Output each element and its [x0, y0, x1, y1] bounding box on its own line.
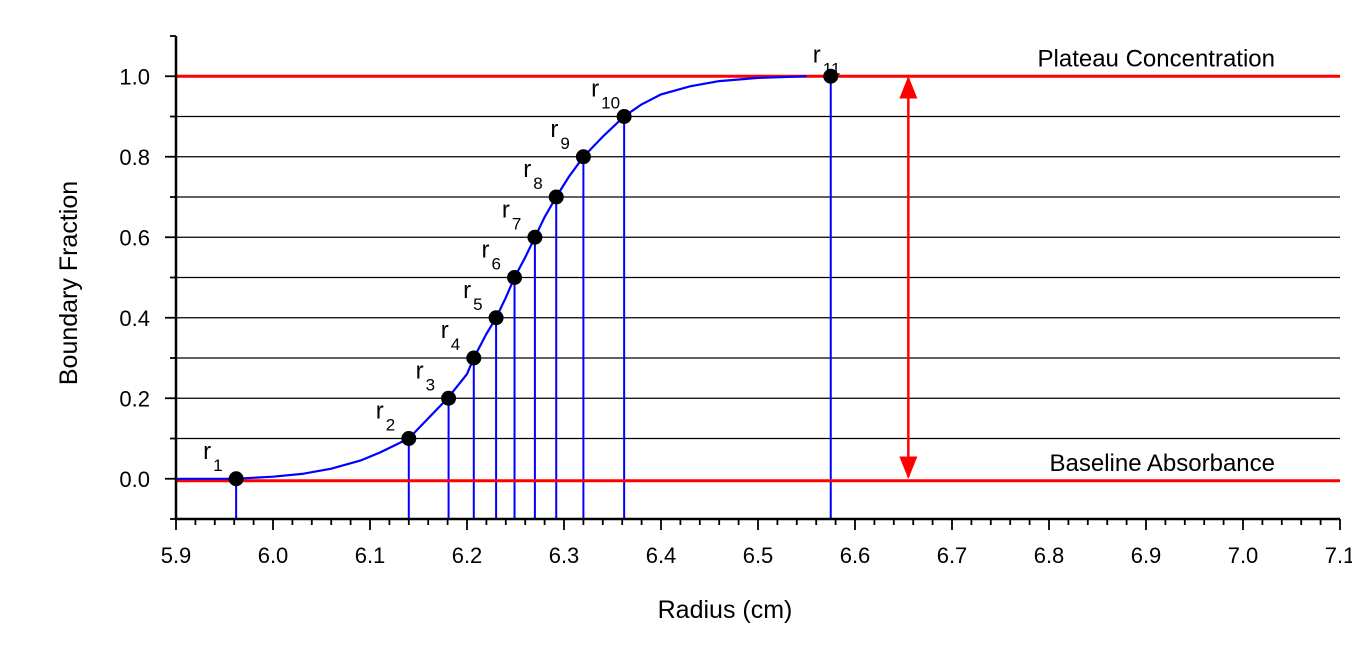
point-label: r: [203, 438, 211, 465]
point-label-subscript: 6: [492, 255, 501, 274]
y-tick-label: 0.4: [119, 306, 150, 331]
x-tick-label: 6.7: [937, 543, 968, 568]
point-label-subscript: 8: [533, 174, 542, 193]
grid-lines: [176, 115, 1340, 440]
data-point: [401, 431, 417, 446]
x-tick-label: 7.1: [1325, 543, 1352, 568]
y-axis-label: Boundary Fraction: [55, 181, 83, 385]
point-label-subscript: 2: [386, 416, 395, 435]
drop-lines: [235, 76, 832, 519]
x-tick-label: 6.8: [1034, 543, 1065, 568]
point-label: r: [813, 41, 821, 68]
point-label: r: [376, 398, 384, 425]
data-point: [575, 149, 591, 165]
x-tick-label: 6.2: [452, 543, 483, 568]
point-label: r: [416, 357, 424, 384]
point-label: r: [591, 76, 599, 103]
point-label-subscript: 3: [426, 375, 435, 394]
fit-curve: [176, 75, 807, 480]
plateau-label: Plateau Concentration: [1038, 45, 1276, 72]
x-tick-label: 6.5: [743, 543, 774, 568]
x-tick-label: 6.0: [258, 543, 289, 568]
data-point: [548, 189, 564, 205]
data-point: [488, 310, 504, 326]
x-tick-label: 6.4: [646, 543, 677, 568]
point-label-subscript: 7: [512, 214, 521, 233]
point-label-subscript: 4: [451, 335, 460, 354]
x-tick-label: 6.6: [840, 543, 871, 568]
x-tick-label: 7.0: [1228, 543, 1259, 568]
y-tick-label: 0.8: [119, 145, 150, 170]
data-point: [823, 68, 839, 84]
x-tick-label: 6.3: [549, 543, 580, 568]
data-point: [507, 270, 523, 285]
point-label: r: [441, 317, 449, 344]
point-label: r: [502, 196, 510, 223]
point-label-subscript: 10: [601, 94, 620, 113]
y-tick-label: 1.0: [119, 64, 150, 89]
point-label: r: [482, 237, 490, 264]
x-tick-label: 6.1: [355, 543, 386, 568]
point-label-subscript: 1: [213, 456, 222, 475]
data-point: [441, 390, 457, 406]
point-label: r: [523, 156, 531, 183]
data-point: [527, 229, 543, 245]
y-tick-label: 0.6: [119, 225, 150, 250]
x-tick-label: 5.9: [161, 543, 192, 568]
x-axis-label: Radius (cm): [658, 596, 793, 624]
data-point: [466, 350, 482, 366]
fit-curve-layer: [176, 75, 807, 480]
data-point: [616, 109, 632, 124]
point-label-subscript: 11: [823, 59, 841, 78]
y-tick-label: 0.0: [119, 467, 150, 492]
x-tick-label: 6.9: [1131, 543, 1162, 568]
reference-lines: Plateau Concentration Baseline Absorbance: [176, 45, 1340, 483]
baseline-label: Baseline Absorbance: [1050, 450, 1276, 477]
y-tick-label: 0.2: [119, 386, 150, 411]
point-label: r: [550, 116, 558, 143]
point-label-subscript: 9: [560, 134, 569, 153]
point-label: r: [463, 277, 471, 304]
data-point: [228, 471, 244, 487]
axes: 5.9 6.0 6.1 6.2 6.3 6.4 6.5 6.6 6.7 6.8 6.9 7.0 7.1 0…: [119, 35, 1352, 568]
point-label-subscript: 5: [473, 295, 482, 314]
